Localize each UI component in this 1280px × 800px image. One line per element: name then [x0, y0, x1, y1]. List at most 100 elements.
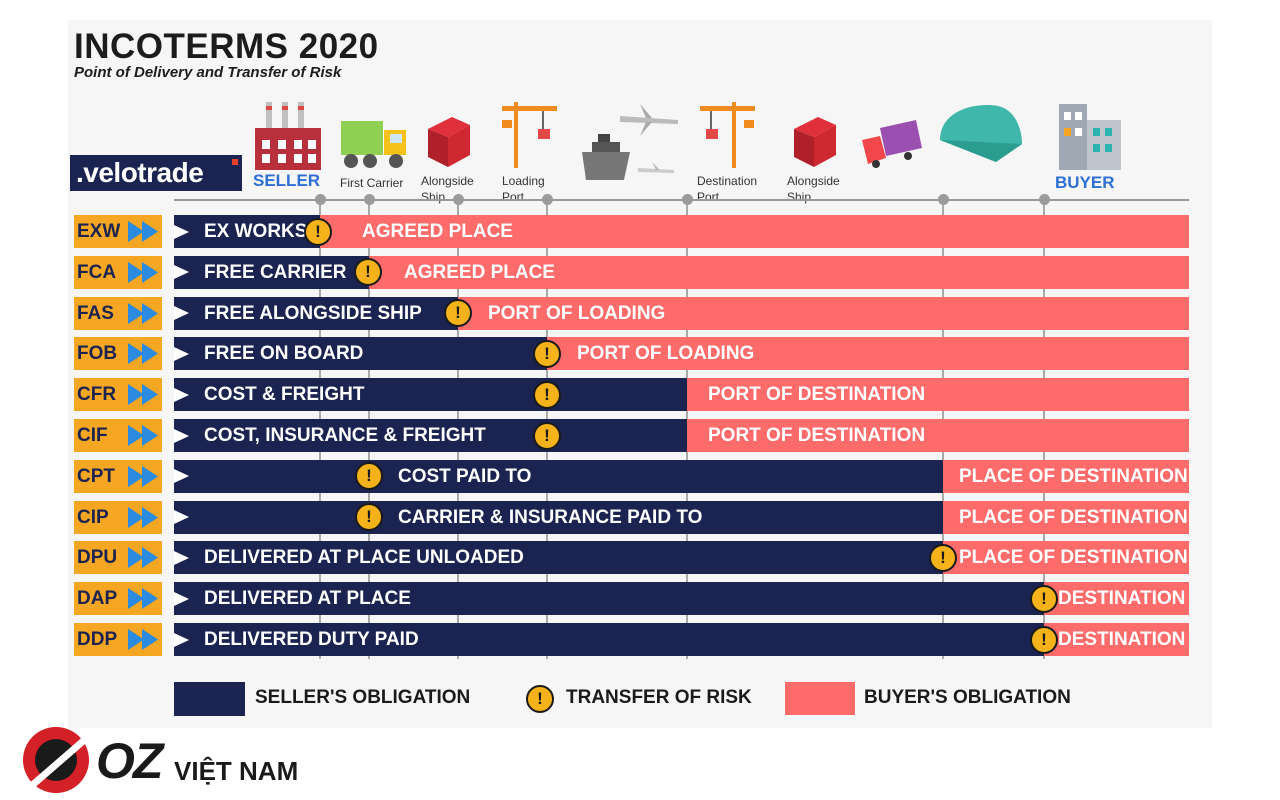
buyer-obligation-bar — [369, 255, 1189, 289]
seller-term-label: DELIVERED AT PLACE — [204, 588, 411, 610]
chevron-right-icon — [126, 255, 162, 289]
seller-obligation-bar — [174, 500, 943, 534]
chevron-right-icon — [126, 296, 162, 330]
row-arrow-notch — [174, 346, 189, 361]
seller-obligation-bar — [174, 459, 943, 493]
timeline-stage-dot — [682, 194, 693, 205]
delivery-truck-icon — [862, 120, 922, 168]
buyer-term-label: PORT OF LOADING — [488, 302, 666, 324]
chevron-right-icon — [126, 582, 162, 616]
buyer-term-label: AGREED PLACE — [404, 261, 555, 283]
seller-obligation-bar — [174, 541, 943, 575]
legend-buyer-swatch — [785, 682, 855, 715]
chevron-right-icon — [126, 419, 162, 452]
chevron-right-icon — [126, 500, 162, 534]
seller-term-label: FREE ON BOARD — [204, 343, 364, 365]
seller-term-label: FREE ALONGSIDE SHIP — [204, 302, 422, 324]
buyer-term-label: PORT OF DESTINATION — [708, 425, 926, 446]
seller-obligation-bar — [174, 255, 369, 289]
seller-term-label: COST & FREIGHT — [204, 384, 365, 406]
warning-icon: ! — [1030, 584, 1058, 613]
page-title: INCOTERMS 2020 — [74, 27, 379, 66]
warning-icon: ! — [929, 543, 957, 572]
buyer-obligation-bar — [687, 378, 1189, 412]
row-arrow-notch — [174, 510, 189, 525]
buyer-term-label: PORT OF DESTINATION — [708, 384, 926, 406]
crane-icon-alongside-2 — [794, 117, 836, 167]
buyer-obligation-bar — [320, 215, 1189, 248]
seller-term-label: DELIVERED AT PLACE UNLOADED — [204, 547, 524, 569]
term-code-badge: DPU — [74, 541, 126, 575]
warning-icon: ! — [533, 380, 561, 409]
velotrade-logo-dot — [232, 159, 238, 165]
chevron-right-icon — [126, 623, 162, 656]
buyer-obligation-bar — [943, 500, 1189, 534]
row-arrow-notch — [174, 550, 189, 565]
warning-icon: ! — [354, 258, 382, 287]
buyer-term-label: AGREED PLACE — [362, 221, 513, 242]
oz-logo-icon — [23, 727, 92, 793]
term-code-badge: EXW — [74, 215, 126, 248]
chevron-right-icon — [126, 215, 162, 248]
warning-icon: ! — [355, 503, 383, 532]
truck-icon — [341, 121, 406, 168]
buyer-term-label: DESTINATION — [1058, 588, 1186, 610]
building-icon — [1059, 104, 1121, 170]
timeline-stage-dot — [938, 194, 949, 205]
seller-term-label: COST PAID TO — [398, 465, 532, 487]
term-code-badge: CIF — [74, 419, 126, 452]
timeline-stage-dot — [542, 194, 553, 205]
seller-obligation-bar — [174, 215, 320, 248]
term-code-badge: FAS — [74, 296, 126, 330]
term-code-badge: DDP — [74, 623, 126, 656]
seller-obligation-bar — [174, 378, 687, 412]
legend-seller-text: SELLER'S OBLIGATION — [255, 687, 471, 708]
legend-warning-icon: ! — [526, 685, 554, 713]
seller-term-label: FREE CARRIER — [204, 261, 347, 283]
seller-obligation-bar — [174, 623, 1044, 656]
warehouse-icon — [940, 105, 1022, 162]
oz-logo-subtext: VIỆT NAM — [174, 756, 299, 786]
seller-obligation-bar — [174, 296, 458, 330]
seller-obligation-bar — [174, 582, 1044, 616]
buyer-obligation-bar — [943, 541, 1189, 575]
buyer-obligation-bar — [1044, 582, 1189, 616]
chevron-right-icon — [126, 378, 162, 412]
warning-icon: ! — [533, 421, 561, 450]
stage-buyer-label: BUYER — [1055, 173, 1115, 192]
warning-icon: ! — [304, 217, 332, 246]
warning-icon: ! — [444, 299, 472, 328]
term-code-badge: FCA — [74, 255, 126, 289]
row-arrow-notch — [174, 224, 189, 239]
buyer-obligation-bar — [1044, 623, 1189, 656]
seller-term-label: EX WORKS — [204, 221, 308, 242]
timeline-stage-dot — [1039, 194, 1050, 205]
legend-buyer-text: BUYER'S OBLIGATION — [864, 687, 1071, 708]
row-arrow-notch — [174, 428, 189, 443]
row-arrow-notch — [174, 632, 189, 647]
stage-seller-label: SELLER — [253, 171, 321, 190]
buyer-term-label: PLACE OF DESTINATION — [959, 506, 1188, 528]
legend-risk-text: TRANSFER OF RISK — [566, 687, 752, 708]
buyer-term-label: PORT OF LOADING — [577, 343, 755, 365]
seller-obligation-bar — [174, 337, 547, 371]
page-subtitle: Point of Delivery and Transfer of Risk — [74, 64, 342, 81]
buyer-term-label: PLACE OF DESTINATION — [959, 465, 1188, 487]
crane-icon-alongside-1 — [428, 117, 470, 167]
warning-icon: ! — [1030, 625, 1058, 654]
timeline-stage-dot — [453, 194, 464, 205]
factory-icon — [255, 102, 321, 170]
legend-seller-swatch — [174, 682, 245, 716]
timeline-stage-dot — [364, 194, 375, 205]
warning-icon: ! — [355, 462, 383, 491]
seller-term-label: COST, INSURANCE & FREIGHT — [204, 425, 486, 446]
row-arrow-notch — [174, 387, 189, 402]
velotrade-logo: .velotrade — [70, 155, 242, 191]
chevron-right-icon — [126, 541, 162, 575]
term-code-badge: DAP — [74, 582, 126, 616]
buyer-term-label: DESTINATION — [1058, 629, 1186, 650]
buyer-obligation-bar — [547, 337, 1189, 371]
buyer-obligation-bar — [943, 459, 1189, 493]
row-arrow-notch — [174, 591, 189, 606]
term-code-badge: FOB — [74, 337, 126, 371]
